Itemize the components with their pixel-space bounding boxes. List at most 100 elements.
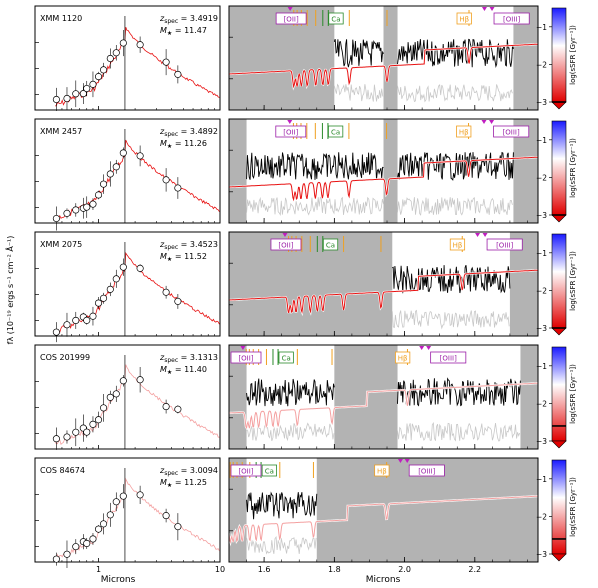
zspec-label: zspec = 3.4523 bbox=[159, 240, 218, 251]
photometry-point bbox=[162, 512, 170, 520]
line-label-box bbox=[456, 12, 472, 25]
data-spectrum bbox=[397, 38, 514, 69]
photometry-point bbox=[89, 80, 97, 88]
colorbar-tick-label: −1 bbox=[536, 475, 547, 484]
line-label-text: [OII] bbox=[283, 129, 298, 137]
error-spectrum bbox=[391, 309, 510, 330]
zspec-label: zspec = 3.4892 bbox=[159, 127, 218, 138]
colorbar-extend-arrow bbox=[551, 553, 567, 562]
photometry-point bbox=[63, 209, 71, 217]
photometry-point bbox=[174, 184, 182, 192]
photometry-point bbox=[162, 403, 170, 411]
model-spectrum bbox=[229, 382, 538, 430]
colorbar-gradient bbox=[551, 233, 567, 329]
emission-line-marker bbox=[482, 233, 488, 237]
colorbar-tick-label: −2 bbox=[536, 512, 547, 521]
line-label-box bbox=[456, 125, 472, 138]
photometry-point bbox=[112, 390, 120, 398]
emission-line-marker bbox=[287, 120, 293, 124]
photometry-point bbox=[119, 263, 127, 271]
right-x-axis-label: Microns bbox=[366, 575, 401, 585]
sed-frame bbox=[34, 118, 221, 224]
colorbar-gradient bbox=[551, 120, 567, 216]
y-axis-label: fλ (10⁻¹⁹ ergs s⁻¹ cm⁻² Å⁻¹) bbox=[4, 236, 15, 345]
emission-line-marker bbox=[489, 7, 495, 11]
emission-line-marker bbox=[419, 346, 425, 350]
photometry-point bbox=[72, 90, 80, 98]
photometry-point bbox=[106, 285, 114, 293]
photometry-point bbox=[72, 316, 80, 324]
line-label-box bbox=[486, 238, 523, 251]
spectrum-xtick-label: 2.2 bbox=[468, 565, 481, 574]
line-label-box bbox=[230, 351, 262, 364]
colorbar: −1 −2 −3 log(sSFR [Gyr⁻¹]) bbox=[536, 7, 577, 110]
line-label-text: Hβ bbox=[459, 16, 469, 24]
line-label-text: [OII] bbox=[238, 355, 253, 363]
emission-line-marker bbox=[404, 459, 410, 463]
photometry-point bbox=[106, 54, 114, 63]
photometry-point bbox=[136, 152, 144, 160]
zspec-label: zspec = 3.1313 bbox=[159, 353, 218, 364]
line-label-text: Ca bbox=[331, 16, 340, 24]
photometry-point bbox=[99, 180, 108, 188]
model-spectrum bbox=[229, 43, 538, 89]
photometry-point bbox=[99, 404, 108, 412]
photometry-point bbox=[72, 428, 80, 436]
photometry-point bbox=[136, 491, 144, 499]
colorbar-tick-label: −3 bbox=[536, 324, 547, 333]
sed-model-curve bbox=[55, 27, 220, 107]
photometry-point bbox=[119, 492, 127, 500]
photometry-point bbox=[112, 275, 120, 283]
colorbar: −1 −2 −3 log(sSFR [Gyr⁻¹]) bbox=[536, 459, 577, 562]
colorbar-extend-arrow bbox=[551, 101, 567, 110]
colorbar-tick-label: −3 bbox=[536, 437, 547, 446]
photometry-point bbox=[83, 428, 91, 436]
colorbar-label: log(sSFR [Gyr⁻¹]) bbox=[569, 138, 577, 198]
photometry-point bbox=[99, 294, 108, 302]
spectrum-frame bbox=[228, 457, 539, 563]
emission-line-marker bbox=[426, 346, 432, 350]
emission-line-marker bbox=[287, 7, 293, 11]
colorbar-tick-label: −2 bbox=[536, 286, 547, 295]
photometry-point bbox=[89, 200, 97, 208]
colorbar-extend-arrow bbox=[551, 327, 567, 336]
photometry-point bbox=[119, 377, 127, 385]
data-spectrum bbox=[392, 265, 511, 294]
spectrum-frame bbox=[228, 231, 539, 337]
emission-line-marker bbox=[475, 233, 481, 237]
spectrum-xtick-label: 1.6 bbox=[258, 565, 271, 574]
photometry-point bbox=[94, 416, 103, 424]
galaxy-name: XMM 1120 bbox=[40, 14, 82, 23]
spectrum-panel: [OII] Ca Hβ [OIII] bbox=[228, 118, 539, 224]
photometry-point bbox=[106, 393, 114, 401]
line-label-text: [OII] bbox=[278, 242, 293, 250]
colorbar-tick-label: −1 bbox=[536, 362, 547, 371]
spectrum-panel: [OII] Ca Hβ [OIII] 1.6 1.8 2.0 2.2 bbox=[227, 457, 539, 574]
colorbar-label: log(sSFR [Gyr⁻¹]) bbox=[569, 364, 577, 424]
photometry-point bbox=[174, 70, 182, 78]
line-label-text: [OIII] bbox=[496, 242, 513, 250]
colorbar: −1 −2 −3 log(sSFR [Gyr⁻¹]) bbox=[536, 233, 577, 336]
colorbar-gradient bbox=[551, 459, 567, 555]
colorbar-extend-arrow bbox=[551, 214, 567, 223]
data-spectrum bbox=[246, 378, 335, 407]
line-label-box bbox=[275, 12, 307, 25]
line-label-box bbox=[493, 12, 530, 25]
model-spectrum bbox=[229, 269, 538, 314]
line-label-box bbox=[493, 125, 530, 138]
photometry-point bbox=[89, 420, 97, 428]
photometry-point bbox=[162, 288, 170, 296]
photometry-point bbox=[52, 95, 60, 104]
line-label-box bbox=[395, 351, 411, 364]
photometry-point bbox=[112, 163, 120, 171]
